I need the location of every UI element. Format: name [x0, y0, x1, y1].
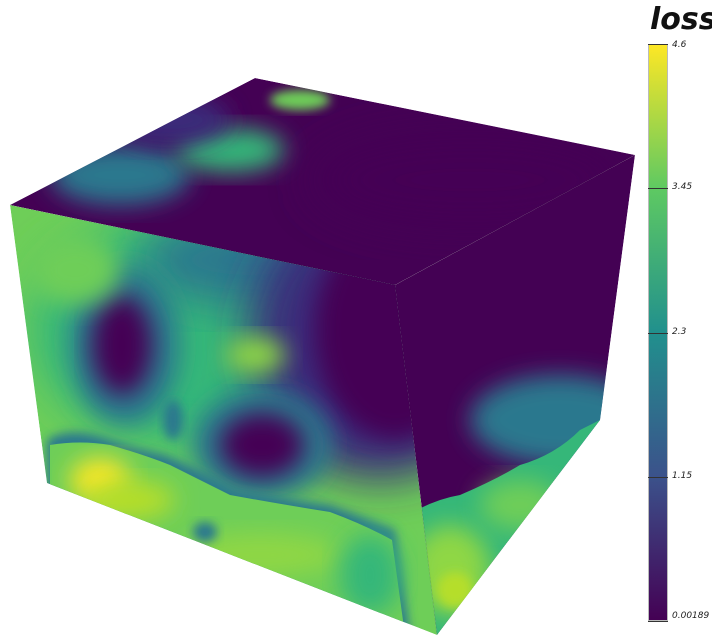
colorbar-title: loss	[650, 2, 712, 37]
colorbar-tick-label: 1.15	[672, 470, 693, 481]
colorbar-tick-label: 2.3	[672, 326, 687, 337]
colorbar-tick-label: 0.00189	[672, 611, 710, 621]
colorbar-tick-mark	[648, 476, 668, 478]
colorbar-tick-label: 4.6	[672, 40, 687, 50]
colorbar-tick-mark	[648, 44, 668, 45]
colorbar-tick-mark	[648, 188, 668, 190]
colorbar-tick-label: 3.45	[672, 182, 693, 193]
cube-edges	[9, 154, 636, 635]
colorbar-tick-mark	[648, 332, 668, 334]
cube-right-face	[395, 155, 635, 635]
colorbar-tick-mark	[648, 621, 668, 622]
